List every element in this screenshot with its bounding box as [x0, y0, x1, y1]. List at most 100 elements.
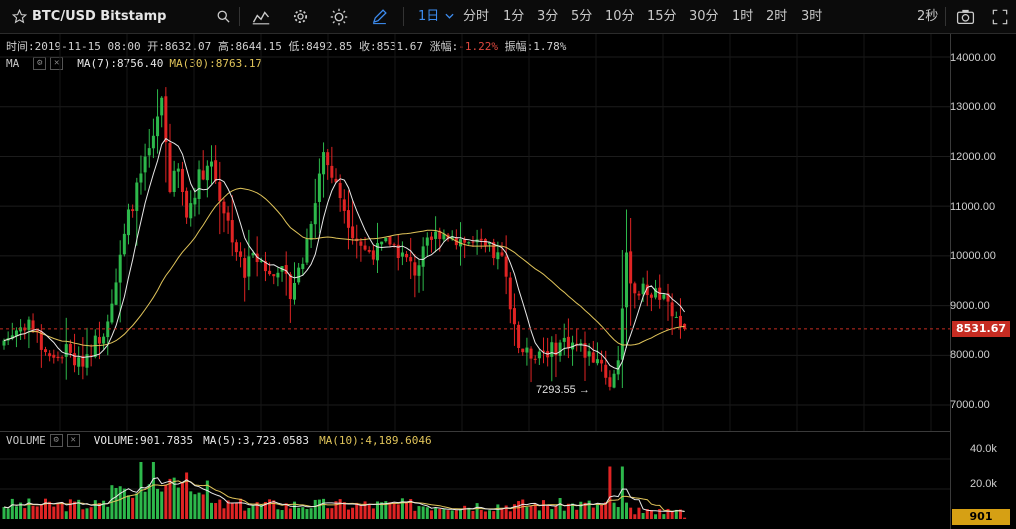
candle-body [600, 359, 604, 364]
interval-dropdown[interactable]: 1日 [418, 0, 454, 33]
candle-body [73, 353, 77, 366]
volume-bar [73, 501, 77, 519]
search-icon[interactable] [214, 0, 232, 33]
refresh-interval[interactable]: 2秒 [917, 9, 939, 24]
candle-body [48, 353, 52, 357]
tab-timeframe[interactable]: 1分 [503, 9, 525, 24]
star-icon[interactable] [10, 0, 28, 33]
camera-icon[interactable] [953, 0, 977, 33]
volume-bar [176, 487, 180, 519]
price-chart[interactable] [0, 34, 950, 432]
candle-body [649, 294, 653, 298]
candle-body [81, 355, 85, 367]
candle-body [637, 293, 641, 296]
volume-bar [562, 510, 566, 519]
candle-body [579, 343, 583, 345]
candle-body [442, 233, 446, 240]
volume-bar [413, 510, 417, 519]
volume-bar [542, 500, 545, 519]
volume-bar [396, 504, 400, 519]
candle-body [463, 239, 467, 243]
candle-body [214, 160, 218, 181]
candle-body [10, 335, 14, 339]
tab-timeframe[interactable]: 10分 [605, 9, 635, 24]
candle-body [118, 254, 122, 283]
volume-bar [168, 478, 172, 519]
volume-bar [591, 507, 595, 519]
volume-bar [616, 507, 620, 519]
tab-timeframe[interactable]: 5分 [571, 9, 593, 24]
candle-body [102, 336, 106, 344]
volume-ma5-line [3, 477, 685, 513]
candle-body [591, 352, 595, 363]
volume-bar [239, 498, 243, 519]
close-icon[interactable]: ✕ [66, 434, 80, 447]
candle-body [313, 203, 317, 225]
volume-bar [205, 480, 209, 519]
candle-body [388, 236, 392, 245]
candle-body [666, 293, 670, 302]
volume-bar [566, 503, 570, 519]
volume-bar [388, 502, 392, 519]
indicator-icon[interactable] [250, 0, 272, 33]
candle-body [409, 257, 413, 262]
volume-bar [305, 509, 309, 519]
volume-bar [280, 510, 284, 519]
volume-bar [488, 510, 492, 519]
volume-bar [678, 509, 682, 519]
settings-icon[interactable]: ⚙ [49, 434, 63, 447]
candle-body [434, 231, 438, 239]
gear-icon[interactable] [289, 0, 311, 33]
pen-icon[interactable] [368, 0, 390, 33]
candle-body [317, 173, 321, 202]
volume-bar [2, 507, 6, 519]
candle-body [243, 258, 247, 278]
sun-icon[interactable] [328, 0, 350, 33]
tab-timeframe[interactable]: 2时 [766, 9, 788, 24]
volume-bar [143, 491, 147, 519]
candle-body [417, 265, 421, 276]
symbol-title[interactable]: BTC/USD Bitstamp [32, 9, 167, 24]
candle-body [2, 340, 6, 346]
tab-timeframe[interactable]: 15分 [647, 9, 677, 24]
candle-body [293, 282, 296, 300]
volume-chart[interactable] [0, 451, 950, 529]
tab-timeframe[interactable]: 3时 [801, 9, 823, 24]
candle-body [139, 173, 143, 183]
volume-label: VOLUME [6, 434, 46, 447]
volume-bar [537, 510, 541, 519]
volume-bar [608, 466, 612, 519]
volume-bar [164, 484, 168, 519]
volume-bar [189, 491, 193, 519]
volume-bar [496, 504, 500, 519]
candle-body [371, 250, 375, 260]
volume-bar [571, 503, 575, 519]
volume-bar [533, 503, 537, 519]
candle-body [297, 267, 301, 283]
volume-bar [288, 508, 292, 519]
tab-timeframe[interactable]: 30分 [689, 9, 719, 24]
candle-body [301, 263, 305, 269]
candle-body [620, 308, 624, 360]
tab-timeframe[interactable]: 1时 [732, 9, 754, 24]
time-value: 2019-11-15 08:00 [34, 40, 141, 53]
tab-timeframe[interactable]: 3分 [537, 9, 559, 24]
volume-bar [89, 507, 93, 519]
candle-body [255, 253, 259, 263]
volume-bar [558, 498, 562, 519]
volume-bar [346, 509, 350, 519]
volume-bar [604, 502, 608, 519]
volume-bar [517, 501, 521, 519]
fullscreen-icon[interactable] [988, 0, 1012, 33]
candle-body [97, 337, 101, 344]
tab-timeframe[interactable]: 分时 [463, 9, 490, 24]
volume-bar [683, 517, 687, 519]
candle-body [421, 246, 425, 267]
close-value: 8531.67 [376, 40, 424, 53]
candle-body [338, 182, 342, 198]
volume-bar [222, 508, 226, 519]
chevron-down-icon [445, 13, 454, 19]
volume-bar [674, 509, 678, 519]
candle-body [674, 316, 678, 318]
candle-body [558, 342, 562, 356]
